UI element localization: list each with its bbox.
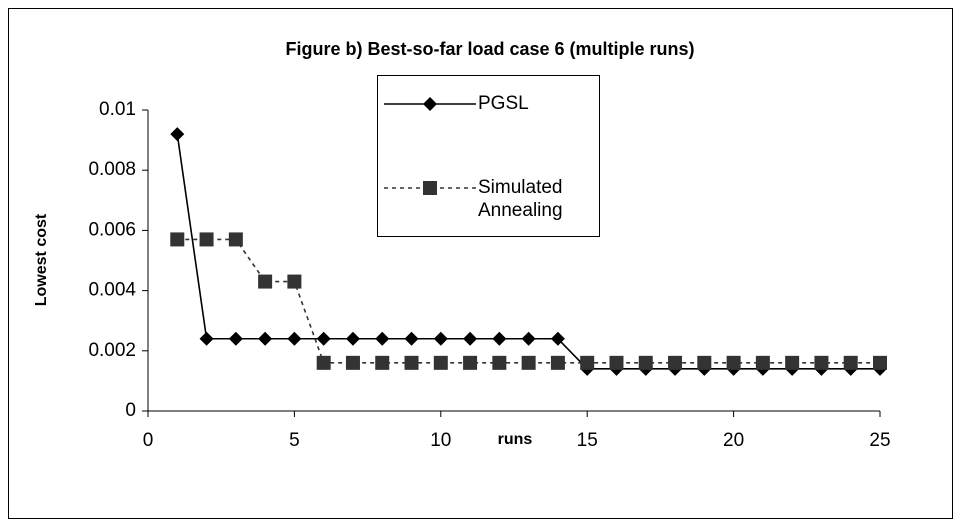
marker <box>258 331 273 346</box>
y-tick-label: 0.01 <box>99 99 136 120</box>
x-tick-label: 10 <box>430 430 451 451</box>
y-tick-label: 0.004 <box>88 280 136 301</box>
marker <box>550 355 565 370</box>
marker <box>316 331 331 346</box>
marker <box>463 355 478 370</box>
marker <box>404 331 419 346</box>
marker <box>843 355 858 370</box>
marker <box>638 355 653 370</box>
marker <box>433 331 448 346</box>
legend-label: PGSL <box>478 93 529 114</box>
marker <box>550 331 565 346</box>
marker <box>287 274 302 289</box>
marker <box>228 331 243 346</box>
marker <box>199 232 214 247</box>
marker <box>668 355 683 370</box>
marker <box>170 232 185 247</box>
marker <box>423 97 437 111</box>
marker <box>521 355 536 370</box>
marker <box>726 355 741 370</box>
marker <box>316 355 331 370</box>
marker <box>287 331 302 346</box>
x-tick-label: 25 <box>869 430 890 451</box>
marker <box>580 355 595 370</box>
chart-title: Figure b) Best-so-far load case 6 (multi… <box>285 39 694 59</box>
marker <box>258 274 273 289</box>
x-tick-label: 20 <box>723 430 744 451</box>
marker <box>423 181 437 195</box>
marker <box>199 331 214 346</box>
marker <box>697 355 712 370</box>
x-tick-label: 15 <box>577 430 598 451</box>
marker <box>463 331 478 346</box>
y-tick-label: 0.002 <box>88 340 136 361</box>
y-tick-label: 0.008 <box>88 159 136 180</box>
marker <box>404 355 419 370</box>
marker <box>873 355 887 370</box>
x-tick-label: 5 <box>289 430 300 451</box>
marker <box>345 355 360 370</box>
marker <box>492 331 507 346</box>
marker <box>609 355 624 370</box>
marker <box>755 355 770 370</box>
marker <box>814 355 829 370</box>
legend: PGSL Simulated Annealing <box>377 75 600 237</box>
marker <box>433 355 448 370</box>
marker <box>170 127 185 142</box>
legend-swatch <box>384 181 476 195</box>
x-axis-label: runs <box>498 431 533 448</box>
marker <box>228 232 243 247</box>
marker <box>345 331 360 346</box>
marker <box>521 331 536 346</box>
legend-swatch <box>384 97 476 111</box>
y-axis-label: Lowest cost <box>33 213 50 306</box>
marker <box>492 355 507 370</box>
y-tick-label: 0.006 <box>88 219 136 240</box>
marker <box>785 355 800 370</box>
marker <box>375 331 390 346</box>
y-tick-label: 0 <box>125 400 136 421</box>
marker <box>375 355 390 370</box>
legend-label: Simulated Annealing <box>478 177 563 221</box>
x-tick-label: 0 <box>143 430 154 451</box>
